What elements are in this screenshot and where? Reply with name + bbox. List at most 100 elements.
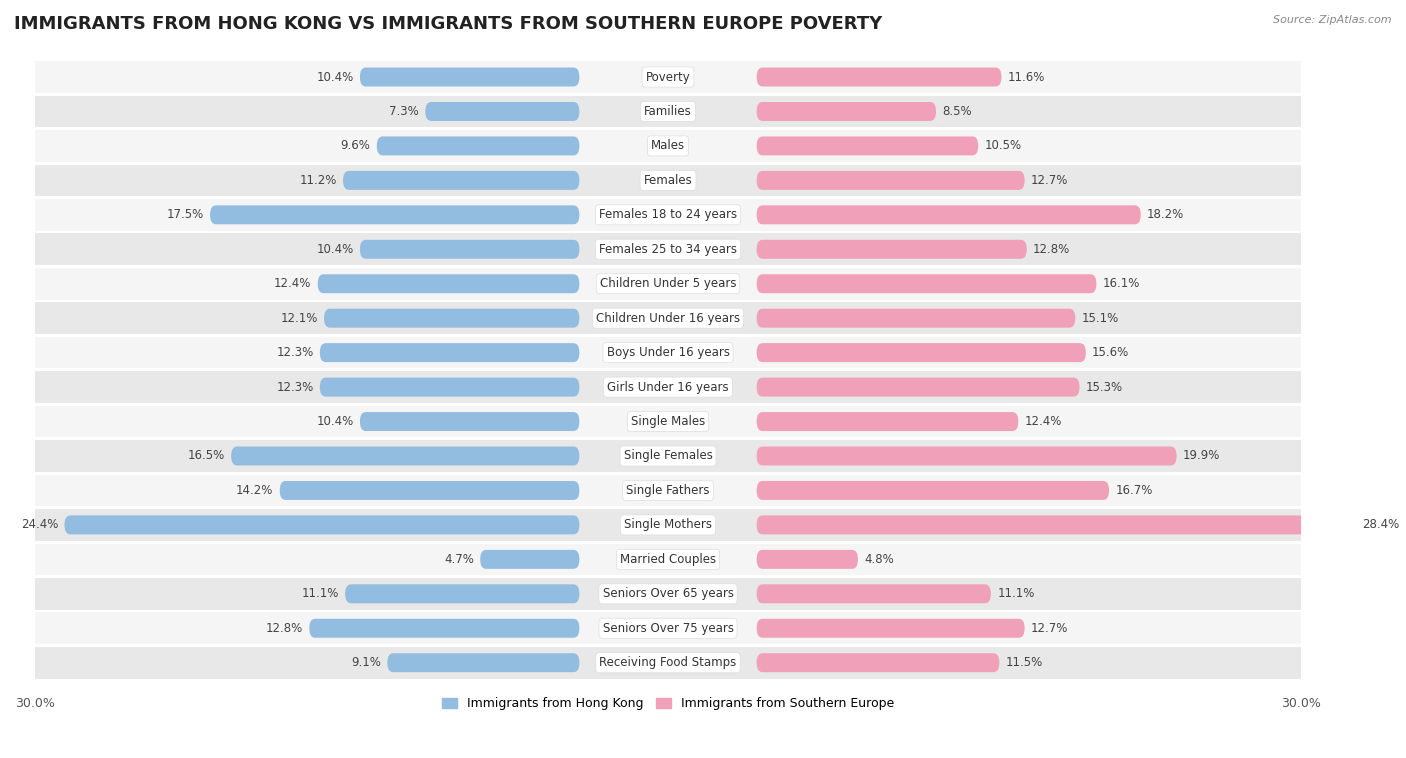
Bar (35, 509, 1301, 540)
Text: 19.9%: 19.9% (1182, 449, 1220, 462)
FancyBboxPatch shape (387, 653, 579, 672)
Text: Receiving Food Stamps: Receiving Food Stamps (599, 656, 737, 669)
Text: 8.5%: 8.5% (942, 105, 972, 118)
FancyBboxPatch shape (319, 377, 579, 396)
Bar (35, 268, 1301, 299)
FancyBboxPatch shape (756, 550, 858, 568)
Text: 12.3%: 12.3% (276, 346, 314, 359)
FancyBboxPatch shape (319, 343, 579, 362)
FancyBboxPatch shape (756, 67, 1001, 86)
Text: 12.7%: 12.7% (1031, 622, 1069, 634)
Text: 12.1%: 12.1% (280, 312, 318, 324)
Text: 7.3%: 7.3% (389, 105, 419, 118)
Bar (35, 371, 1301, 403)
Bar (35, 647, 1301, 678)
Text: 4.8%: 4.8% (865, 553, 894, 566)
Text: 16.1%: 16.1% (1102, 277, 1140, 290)
Text: 12.3%: 12.3% (276, 381, 314, 393)
FancyBboxPatch shape (360, 67, 579, 86)
FancyBboxPatch shape (756, 240, 1026, 258)
FancyBboxPatch shape (209, 205, 579, 224)
Text: 12.4%: 12.4% (1025, 415, 1062, 428)
Text: Seniors Over 75 years: Seniors Over 75 years (603, 622, 734, 634)
FancyBboxPatch shape (65, 515, 579, 534)
Bar (35, 612, 1301, 644)
FancyBboxPatch shape (756, 584, 991, 603)
FancyBboxPatch shape (756, 136, 979, 155)
Text: Single Males: Single Males (631, 415, 706, 428)
FancyBboxPatch shape (756, 274, 1097, 293)
Bar (35, 61, 1301, 93)
Text: 15.3%: 15.3% (1085, 381, 1123, 393)
FancyBboxPatch shape (756, 446, 1177, 465)
FancyBboxPatch shape (280, 481, 579, 500)
FancyBboxPatch shape (756, 343, 1085, 362)
Text: 9.1%: 9.1% (352, 656, 381, 669)
Text: IMMIGRANTS FROM HONG KONG VS IMMIGRANTS FROM SOUTHERN EUROPE POVERTY: IMMIGRANTS FROM HONG KONG VS IMMIGRANTS … (14, 15, 883, 33)
Text: 11.1%: 11.1% (301, 587, 339, 600)
Text: 15.1%: 15.1% (1081, 312, 1119, 324)
Text: 11.2%: 11.2% (299, 174, 336, 187)
FancyBboxPatch shape (323, 309, 579, 327)
Text: Females 18 to 24 years: Females 18 to 24 years (599, 208, 737, 221)
FancyBboxPatch shape (344, 584, 579, 603)
FancyBboxPatch shape (756, 102, 936, 121)
Text: 18.2%: 18.2% (1147, 208, 1184, 221)
Text: 28.4%: 28.4% (1362, 518, 1399, 531)
Bar (35, 302, 1301, 334)
Text: Source: ZipAtlas.com: Source: ZipAtlas.com (1274, 15, 1392, 25)
Text: Single Mothers: Single Mothers (624, 518, 711, 531)
Text: 11.1%: 11.1% (997, 587, 1035, 600)
Bar (35, 440, 1301, 471)
Text: Families: Families (644, 105, 692, 118)
Text: Males: Males (651, 139, 685, 152)
Text: Boys Under 16 years: Boys Under 16 years (606, 346, 730, 359)
Text: 14.2%: 14.2% (236, 484, 273, 497)
FancyBboxPatch shape (756, 653, 1000, 672)
Text: Children Under 16 years: Children Under 16 years (596, 312, 740, 324)
Text: Children Under 5 years: Children Under 5 years (600, 277, 737, 290)
FancyBboxPatch shape (756, 309, 1076, 327)
FancyBboxPatch shape (309, 619, 579, 637)
Bar (35, 164, 1301, 196)
FancyBboxPatch shape (756, 205, 1140, 224)
Text: 11.6%: 11.6% (1008, 70, 1045, 83)
Bar (35, 199, 1301, 230)
FancyBboxPatch shape (756, 515, 1355, 534)
Text: 9.6%: 9.6% (340, 139, 370, 152)
FancyBboxPatch shape (318, 274, 579, 293)
FancyBboxPatch shape (231, 446, 579, 465)
FancyBboxPatch shape (756, 619, 1025, 637)
Text: 12.7%: 12.7% (1031, 174, 1069, 187)
FancyBboxPatch shape (377, 136, 579, 155)
FancyBboxPatch shape (481, 550, 579, 568)
FancyBboxPatch shape (360, 240, 579, 258)
FancyBboxPatch shape (426, 102, 579, 121)
Text: 12.8%: 12.8% (1033, 243, 1070, 255)
Bar (35, 406, 1301, 437)
FancyBboxPatch shape (343, 171, 579, 190)
Text: 4.7%: 4.7% (444, 553, 474, 566)
Text: 12.4%: 12.4% (274, 277, 311, 290)
Text: 17.5%: 17.5% (166, 208, 204, 221)
FancyBboxPatch shape (756, 171, 1025, 190)
Bar (35, 130, 1301, 161)
Bar (35, 578, 1301, 609)
Text: Seniors Over 65 years: Seniors Over 65 years (603, 587, 734, 600)
Text: 12.8%: 12.8% (266, 622, 302, 634)
Text: 16.7%: 16.7% (1115, 484, 1153, 497)
Text: 10.4%: 10.4% (316, 70, 353, 83)
Bar (35, 543, 1301, 575)
FancyBboxPatch shape (360, 412, 579, 431)
Text: 10.5%: 10.5% (984, 139, 1022, 152)
Bar (35, 337, 1301, 368)
Bar (35, 475, 1301, 506)
Text: Single Females: Single Females (624, 449, 713, 462)
Text: Girls Under 16 years: Girls Under 16 years (607, 381, 728, 393)
Text: 10.4%: 10.4% (316, 243, 353, 255)
Text: 15.6%: 15.6% (1092, 346, 1129, 359)
Text: 11.5%: 11.5% (1005, 656, 1043, 669)
Text: Females 25 to 34 years: Females 25 to 34 years (599, 243, 737, 255)
Text: 16.5%: 16.5% (187, 449, 225, 462)
Bar (35, 96, 1301, 127)
